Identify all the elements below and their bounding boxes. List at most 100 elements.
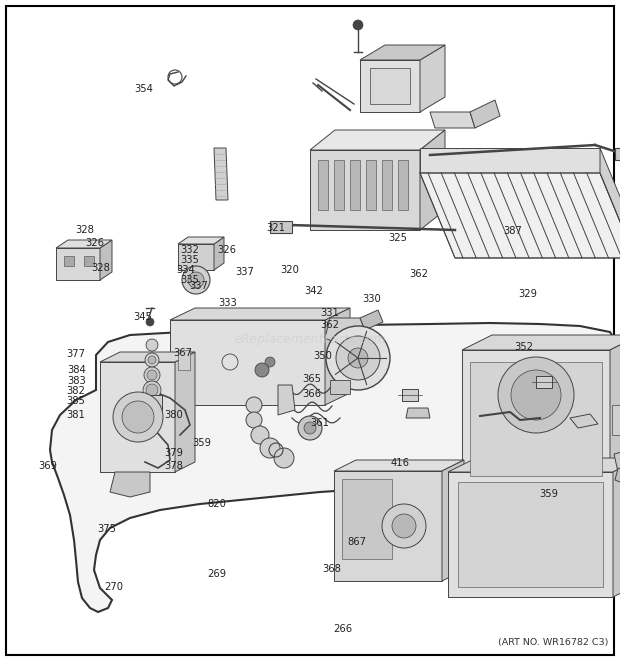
Circle shape — [122, 401, 154, 433]
Text: 375: 375 — [97, 524, 117, 534]
Text: 381: 381 — [67, 410, 86, 420]
Polygon shape — [448, 458, 620, 472]
Circle shape — [382, 504, 426, 548]
Text: 820: 820 — [208, 498, 226, 509]
Circle shape — [348, 348, 368, 368]
Circle shape — [143, 381, 161, 399]
Polygon shape — [325, 318, 365, 345]
Polygon shape — [325, 308, 350, 405]
Text: 269: 269 — [207, 568, 226, 579]
Polygon shape — [278, 385, 295, 415]
Bar — [64, 256, 74, 266]
Text: 331: 331 — [320, 308, 339, 319]
Text: 330: 330 — [362, 293, 381, 304]
Polygon shape — [442, 460, 464, 581]
Bar — [615, 148, 620, 160]
Polygon shape — [50, 323, 618, 612]
Circle shape — [113, 392, 163, 442]
Text: (ART NO. WR16782 C3): (ART NO. WR16782 C3) — [498, 638, 608, 647]
Text: 266: 266 — [334, 623, 353, 634]
Polygon shape — [360, 310, 383, 330]
Text: 383: 383 — [67, 376, 86, 387]
Bar — [350, 160, 360, 210]
Circle shape — [246, 397, 262, 413]
Circle shape — [182, 266, 210, 294]
Text: 385: 385 — [67, 396, 86, 407]
Bar — [270, 221, 292, 233]
Bar — [330, 380, 350, 394]
Text: 326: 326 — [217, 245, 236, 255]
Bar — [470, 362, 602, 476]
Circle shape — [298, 416, 322, 440]
Text: 359: 359 — [539, 489, 559, 500]
Text: 329: 329 — [518, 289, 538, 299]
Circle shape — [255, 363, 269, 377]
Circle shape — [188, 272, 204, 288]
Text: 320: 320 — [280, 264, 299, 275]
Bar — [84, 256, 94, 266]
Bar — [536, 376, 552, 388]
Text: 384: 384 — [67, 365, 86, 375]
Text: 382: 382 — [67, 386, 86, 397]
Text: 379: 379 — [164, 447, 184, 458]
Text: 321: 321 — [267, 223, 286, 233]
Bar — [612, 405, 620, 435]
Bar — [342, 479, 392, 559]
Polygon shape — [615, 468, 620, 484]
Polygon shape — [175, 352, 195, 472]
Text: 366: 366 — [303, 389, 322, 399]
Polygon shape — [448, 472, 613, 597]
Polygon shape — [178, 237, 224, 244]
Polygon shape — [56, 248, 100, 280]
Polygon shape — [336, 345, 360, 365]
Circle shape — [392, 514, 416, 538]
Text: 361: 361 — [310, 418, 329, 428]
Bar — [398, 160, 408, 210]
Bar — [366, 160, 376, 210]
Polygon shape — [570, 414, 598, 428]
Polygon shape — [110, 472, 150, 497]
Text: 350: 350 — [314, 350, 332, 361]
Bar — [382, 160, 392, 210]
Text: 332: 332 — [180, 245, 198, 255]
Text: 335: 335 — [180, 275, 198, 286]
Polygon shape — [420, 45, 445, 112]
Bar — [370, 68, 410, 104]
Polygon shape — [613, 458, 620, 597]
Text: 867: 867 — [347, 537, 366, 547]
Polygon shape — [214, 237, 224, 270]
Circle shape — [144, 367, 160, 383]
Polygon shape — [470, 100, 500, 128]
Text: 326: 326 — [85, 237, 104, 248]
Polygon shape — [100, 240, 112, 280]
Text: 270: 270 — [104, 582, 123, 592]
Circle shape — [304, 422, 316, 434]
Text: 378: 378 — [164, 461, 183, 471]
Circle shape — [498, 357, 574, 433]
Text: 368: 368 — [322, 564, 341, 574]
Polygon shape — [420, 148, 600, 173]
Text: 335: 335 — [180, 254, 198, 265]
Text: 365: 365 — [303, 374, 322, 385]
Text: 337: 337 — [190, 280, 208, 291]
Text: 328: 328 — [92, 263, 110, 274]
Circle shape — [146, 339, 158, 351]
Text: 380: 380 — [164, 410, 183, 420]
Text: 334: 334 — [176, 264, 195, 275]
Polygon shape — [406, 408, 430, 418]
Text: 367: 367 — [173, 348, 192, 358]
Circle shape — [246, 412, 262, 428]
Circle shape — [265, 357, 275, 367]
Circle shape — [145, 353, 159, 367]
Bar — [334, 160, 344, 210]
Polygon shape — [170, 308, 350, 320]
Bar — [178, 350, 190, 370]
Bar — [318, 160, 328, 210]
Text: 387: 387 — [503, 226, 522, 237]
Text: 362: 362 — [320, 320, 339, 330]
Polygon shape — [600, 148, 620, 258]
Polygon shape — [462, 350, 610, 488]
Polygon shape — [214, 148, 228, 200]
Text: 416: 416 — [390, 457, 409, 468]
Polygon shape — [420, 130, 445, 230]
